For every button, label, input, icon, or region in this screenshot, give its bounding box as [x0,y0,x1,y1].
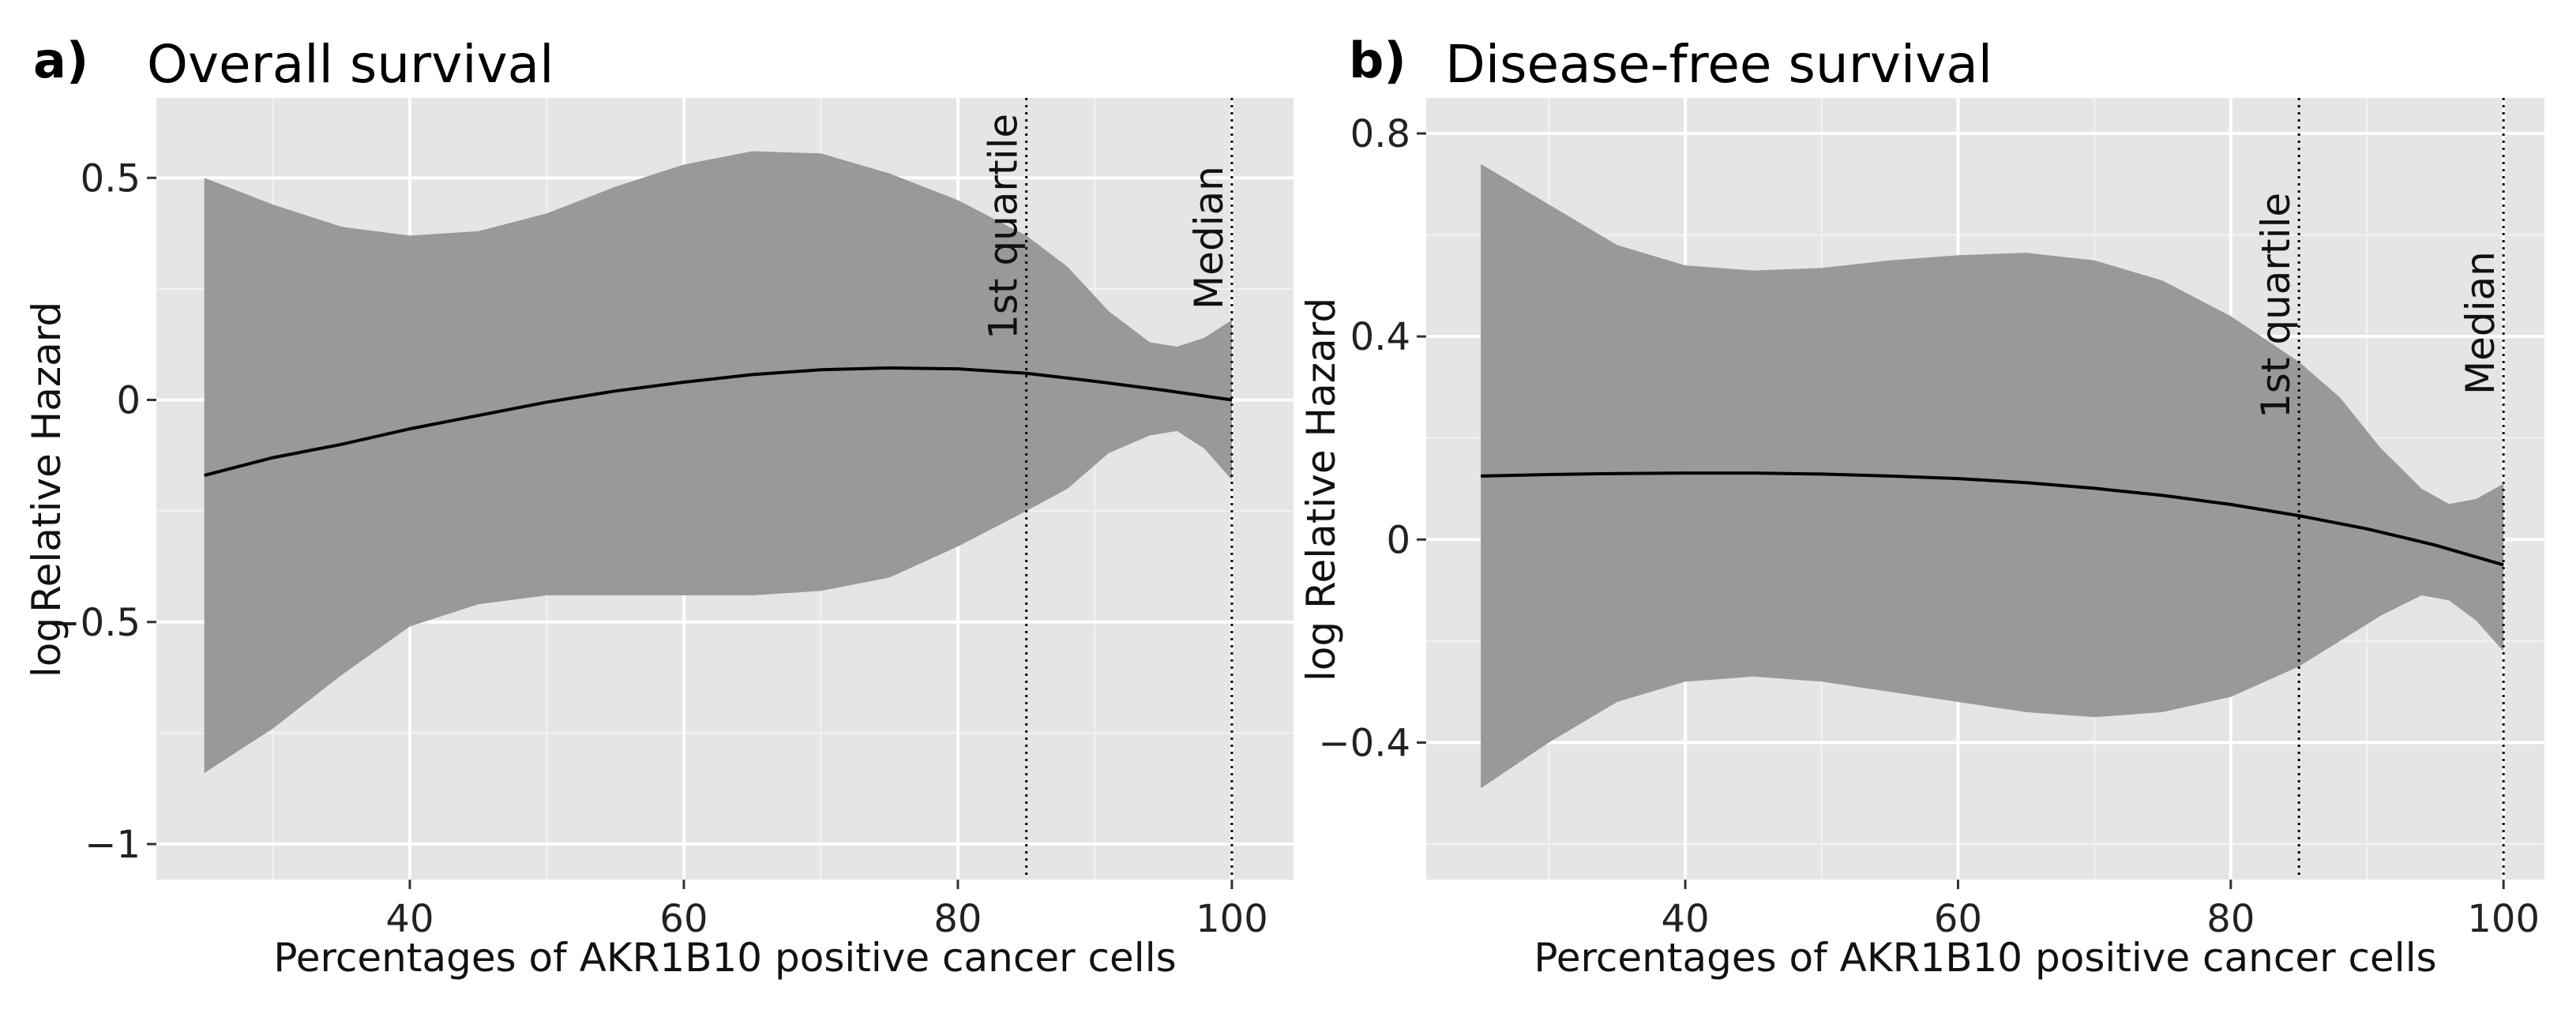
panel-a-y-tick-label: −1 [84,823,141,867]
panel-b-y-tick-label: 0 [1386,518,1410,562]
panel-a-median-label: Median [1186,166,1232,310]
panel-a-x-tick-label: 60 [659,897,708,941]
panel-b-median-label: Median [2458,251,2503,395]
panel-a-x-axis: 40 60 80 100 [385,897,1267,941]
panel-a: a) Overall survival 1st quartile Median … [24,32,1294,981]
panel-b-y-tick-label: −0.4 [1318,721,1410,765]
panel-b-x-axis: 40 60 80 100 [1662,897,2540,941]
panel-a-x-axis-label: Percentages of AKR1B10 positive cancer c… [273,935,1176,981]
svg-text:logRelative Hazard: logRelative Hazard [24,302,69,677]
panel-a-estimate-line [204,366,1233,478]
panel-a-letter: a) [33,32,88,89]
panel-a-y-tick-label: 0 [116,379,141,423]
panel-a-y-label-prefix: log [24,617,69,677]
panel-b-y-axis: 0.8 0.4 0 −0.4 [1318,112,1410,765]
panel-b-x-tick-label: 60 [1934,897,1982,941]
panel-b-estimate-line [1481,471,2504,567]
panel-b: b) Disease-free survival 1st quartile Me… [1298,32,2544,981]
panel-a-first-quartile-label: 1st quartile [981,114,1027,340]
panel-b-x-tick-label: 100 [2467,897,2540,941]
panel-b-letter: b) [1349,32,1406,89]
panel-a-confidence-band [204,151,1232,773]
panel-a-x-tick-label: 100 [1196,897,1268,941]
panel-b-y-tick-label: 0.8 [1350,112,1410,156]
panel-b-confidence-band [1481,163,2504,789]
panel-a-y-axis: 0.5 0 −0.5 −1 [48,156,141,867]
panel-a-y-axis-label: logRelative Hazard [24,302,69,677]
panel-b-y-label-text: log Relative Hazard [1298,298,1344,681]
panel-a-reference-lines [1025,98,1234,880]
panel-b-reference-lines [2297,98,2505,880]
panel-a-x-tick-label: 80 [933,897,982,941]
panel-b-title: Disease-free survival [1445,34,1992,95]
panel-b-y-axis-label: log Relative Hazard [1298,298,1344,681]
panel-a-y-tick-label: 0.5 [81,156,141,201]
panel-b-first-quartile-label: 1st quartile [2253,193,2299,418]
panel-a-x-tick-label: 40 [385,897,434,941]
panel-b-x-tick-label: 80 [2206,897,2255,941]
panel-a-y-label-text: Relative Hazard [24,302,69,613]
panel-b-x-tick-label: 40 [1662,897,1710,941]
panel-a-title: Overall survival [147,34,554,95]
panel-b-x-axis-label: Percentages of AKR1B10 positive cancer c… [1534,935,2436,981]
panel-a-y-tick-label: −0.5 [48,601,141,645]
panel-b-y-tick-label: 0.4 [1350,315,1410,359]
